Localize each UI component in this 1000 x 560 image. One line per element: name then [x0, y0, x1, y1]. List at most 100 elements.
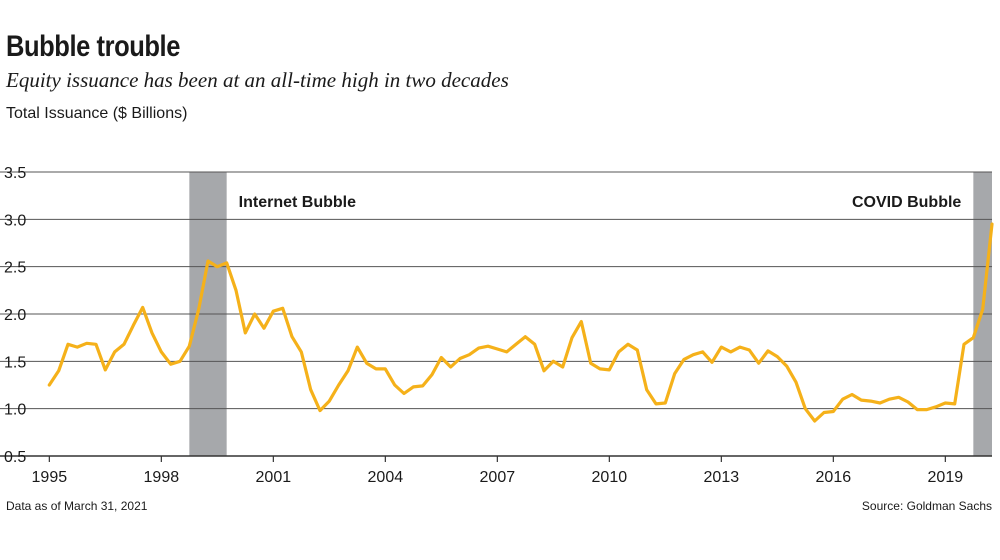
annotation-internet-bubble: Internet Bubble [239, 194, 356, 211]
annotation-covid-bubble: COVID Bubble [852, 194, 961, 211]
data-point [598, 367, 602, 371]
data-point [906, 400, 910, 404]
data-point [897, 396, 900, 399]
data-point [234, 289, 238, 292]
data-point [617, 350, 620, 354]
y-tick-label: 1.5 [4, 354, 26, 371]
y-tick-label: 2.0 [4, 307, 26, 324]
data-point [141, 306, 144, 309]
data-point [916, 408, 919, 411]
data-point [486, 345, 490, 348]
data-point [822, 411, 826, 414]
data-point [356, 345, 359, 349]
data-point [216, 265, 219, 268]
data-point [804, 407, 807, 410]
x-tick-label: 1998 [144, 469, 180, 486]
data-point [682, 358, 686, 361]
data-point [524, 335, 527, 338]
source-note: Source: Goldman Sachs [861, 499, 992, 513]
data-point [748, 348, 751, 352]
data-point [328, 399, 331, 403]
x-tick-label: 2010 [592, 469, 628, 486]
data-point [692, 353, 695, 356]
data-point [458, 357, 462, 360]
data-point [850, 393, 854, 396]
x-tick-label: 2019 [928, 469, 964, 486]
data-point [468, 353, 471, 356]
data-point [48, 383, 51, 387]
data-point [841, 398, 844, 401]
data-point [729, 350, 732, 354]
data-point [365, 362, 368, 365]
data-point [412, 385, 415, 389]
data-date-note: Data as of March 31, 2021 [6, 499, 148, 513]
data-point [626, 343, 630, 346]
data-point [337, 383, 340, 387]
data-point [281, 307, 284, 310]
y-tick-label: 1.0 [4, 402, 26, 419]
data-point [645, 388, 648, 391]
data-point [654, 402, 658, 406]
data-point [832, 410, 835, 413]
data-point [225, 261, 228, 265]
data-point [981, 308, 984, 311]
x-tick-label: 2016 [816, 469, 852, 486]
data-point [888, 398, 891, 401]
data-point [393, 383, 396, 387]
data-point [514, 343, 518, 346]
data-point [972, 336, 975, 339]
data-point [290, 335, 294, 338]
data-point [570, 336, 574, 339]
data-point [878, 401, 882, 405]
y-axis-label: Total Issuance ($ Billions) [6, 105, 188, 122]
data-point [589, 362, 592, 365]
data-point [262, 327, 266, 330]
data-point [710, 361, 714, 364]
data-point [561, 365, 564, 369]
data-point [169, 363, 172, 366]
data-point [402, 392, 406, 395]
data-point [664, 401, 667, 405]
data-point [934, 405, 938, 408]
data-point [430, 373, 434, 376]
data-point [178, 360, 182, 363]
data-point [449, 365, 452, 369]
data-point [206, 259, 210, 263]
y-tick-label: 2.5 [4, 260, 26, 277]
series-line-1 [47, 222, 994, 423]
data-point [197, 308, 200, 311]
data-point [384, 367, 387, 371]
y-axis-ticks: 0.5 1.0 1.5 2.0 2.5 3.0 3.5 [4, 165, 26, 466]
x-tick-label: 2007 [480, 469, 516, 486]
data-point [757, 362, 760, 365]
data-point [738, 345, 742, 349]
data-point [953, 402, 956, 406]
data-point [542, 369, 546, 372]
data-point [701, 350, 704, 354]
data-point [496, 347, 499, 351]
data-point [318, 409, 322, 412]
region-annotations: Internet Bubble COVID Bubble [239, 194, 962, 211]
data-point [440, 356, 443, 359]
data-point [794, 381, 798, 384]
data-point [94, 343, 98, 346]
data-point [785, 364, 788, 368]
chart-title: Bubble trouble [6, 30, 180, 63]
data-point [673, 372, 676, 375]
x-tick-label: 1995 [32, 469, 68, 486]
data-point [85, 342, 88, 345]
gridlines [0, 171, 992, 457]
data-point [580, 320, 583, 323]
data-point [346, 369, 350, 372]
data-point [636, 348, 639, 352]
series-group [47, 222, 994, 423]
data-point [253, 312, 256, 316]
data-point [244, 331, 247, 335]
data-point [150, 331, 154, 335]
data-point [57, 369, 60, 372]
chart-subtitle: Equity issuance has been at an all-time … [6, 68, 509, 92]
data-point [122, 343, 126, 346]
data-point [132, 324, 135, 327]
data-point [188, 345, 191, 348]
